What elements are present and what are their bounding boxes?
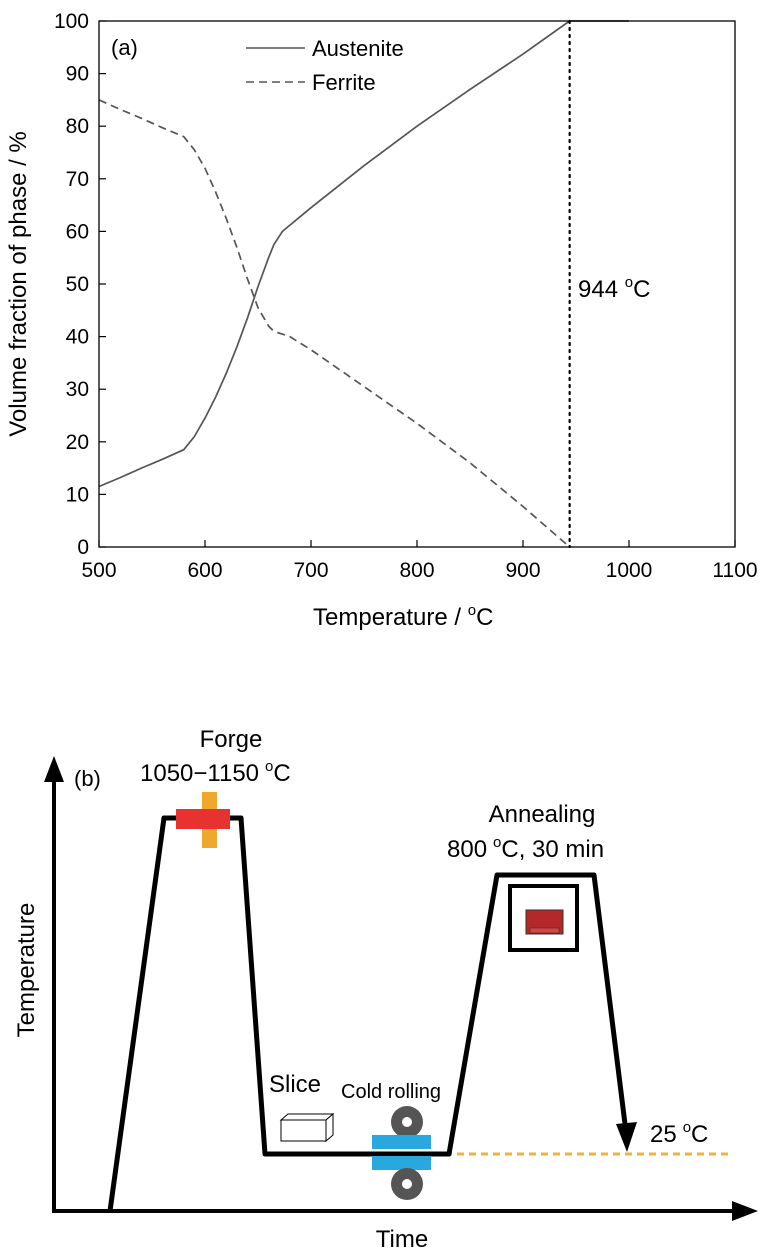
y-tick-label: 100 — [54, 10, 89, 33]
cold-rolling-label: Cold rolling — [341, 1081, 441, 1103]
room-temp-label: 25 oC — [650, 1119, 708, 1148]
b-x-axis-arrow — [732, 1201, 758, 1221]
panel-label-a: (a) — [111, 35, 138, 60]
y-tick-label: 30 — [66, 378, 89, 401]
y-tick-label: 40 — [66, 326, 89, 349]
vline-label-unit: C — [633, 276, 650, 303]
x-tick-label: 1000 — [606, 559, 653, 582]
forge-temp-unit: C — [273, 760, 290, 787]
slice-label: Slice — [269, 1071, 321, 1098]
phase-fraction-chart: 500 600 700 800 900 1000 1100 0 10 20 30 40 50 60 70 80… — [5, 10, 758, 631]
y-tick-label: 0 — [77, 536, 89, 559]
cooling-arrowhead — [616, 1122, 637, 1152]
x-tick-label: 700 — [293, 559, 328, 582]
x-tick-label: 900 — [505, 559, 540, 582]
rolled-plate-left — [372, 1135, 431, 1149]
forge-orange-bar — [202, 792, 217, 848]
y-tick-label: 10 — [66, 483, 89, 506]
x-axis-title-deg: o — [468, 602, 476, 619]
series-ferrite-line — [98, 99, 571, 548]
forge-temp: 1050−1150 oC — [140, 758, 291, 787]
x-axis-title-unit: C — [476, 604, 493, 631]
series-austenite-line — [98, 20, 629, 488]
forge-temp-deg: o — [265, 758, 273, 775]
y-tick-label: 80 — [66, 115, 89, 138]
x-axis-title-text: Temperature / — [313, 604, 468, 631]
forge-title: Forge — [200, 726, 263, 753]
anneal-title: Annealing — [489, 801, 596, 828]
furnace-outer — [508, 884, 579, 952]
roller-bottom-hub — [402, 1179, 412, 1189]
y-tick-label: 60 — [66, 220, 89, 243]
anneal-temp: 800 oC, 30 min — [447, 834, 604, 863]
panel-label-b: (b) — [74, 766, 101, 791]
process-profile — [107, 815, 630, 1212]
room-temp-unit: C — [691, 1121, 708, 1148]
furnace-sample — [525, 909, 564, 935]
y-tick-label: 20 — [66, 431, 89, 454]
b-x-axis-title: Time — [376, 1226, 428, 1253]
room-temp-deg: o — [683, 1119, 691, 1136]
forge-red-block — [176, 809, 230, 829]
y-tick-label: 70 — [66, 168, 89, 191]
roller-bottom — [391, 1168, 423, 1200]
rolled-plate-right — [372, 1156, 431, 1170]
slice-box-top — [279, 1113, 335, 1121]
x-axis-title: Temperature / oC — [313, 602, 493, 631]
anneal-temp-unit: C, 30 min — [501, 836, 604, 863]
x-tick-label: 1100 — [712, 559, 757, 582]
b-y-axis-arrow — [44, 756, 64, 782]
y-tick-label: 90 — [66, 63, 89, 86]
anneal-temp-value: 800 — [447, 836, 487, 863]
vline-label-num: 944 — [578, 276, 625, 303]
b-y-axis-title: Temperature — [13, 903, 40, 1038]
x-tick-label: 500 — [81, 559, 116, 582]
vline-label: 944 oC — [578, 274, 650, 303]
vline-label-deg: o — [625, 274, 633, 291]
plot-frame — [98, 20, 736, 548]
x-tick-label: 800 — [399, 559, 434, 582]
legend-austenite-label: Austenite — [312, 36, 404, 61]
room-temp-value: 25 — [650, 1121, 677, 1148]
legend-ferrite-label: Ferrite — [312, 70, 376, 95]
anneal-temp-deg: o — [493, 834, 501, 851]
forge-temp-range: 1050−1150 — [140, 760, 259, 787]
roller-top-hub — [402, 1117, 412, 1127]
x-tick-label: 600 — [187, 559, 222, 582]
slice-box-front — [280, 1119, 327, 1142]
slice-box-side — [325, 1112, 334, 1143]
y-axis-title: Volume fraction of phase / % — [5, 131, 32, 437]
furnace-sample-base — [529, 927, 560, 934]
roller-top — [391, 1106, 423, 1138]
y-tick-label: 50 — [66, 273, 89, 296]
